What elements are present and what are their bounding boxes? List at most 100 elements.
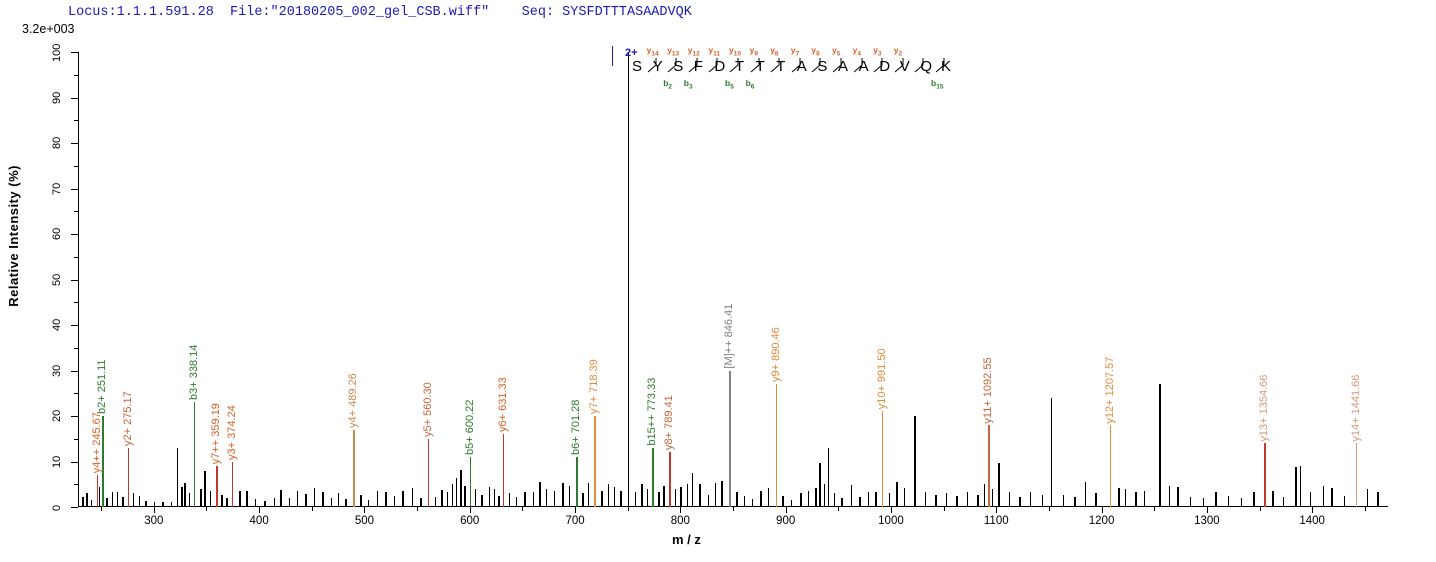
spectrum-peak <box>508 493 511 507</box>
y-ion-label-y8: y8 <box>770 45 779 58</box>
spectrum-peak <box>469 456 472 507</box>
x-axis-minor-tick <box>1048 507 1050 511</box>
spectrum-peak <box>193 402 196 507</box>
y-axis-tick-label: 80 <box>51 136 63 150</box>
spectrum-peak <box>475 488 477 507</box>
spectrum-peak <box>686 484 689 507</box>
spectrum-peak <box>297 490 299 507</box>
spectrum-peak <box>441 489 443 507</box>
spectrum-peak <box>553 490 556 507</box>
precursor-charge-label: 2+ <box>625 47 638 59</box>
spectrum-peak <box>834 493 836 507</box>
spectrum-peak <box>1295 466 1297 507</box>
peak-label: y7+ 718.39 <box>588 359 601 414</box>
spectrum-peak <box>254 498 257 507</box>
spectrum-peak <box>841 497 843 507</box>
spectrum-peak <box>859 497 861 507</box>
x-axis-title: m / z <box>672 532 701 547</box>
residue-11: A <box>838 58 849 75</box>
spectrum-peak <box>983 484 986 507</box>
peak-label: y4+ 489.26 <box>347 372 360 428</box>
spectrum-peak <box>488 486 491 507</box>
spectrum-peak <box>106 497 108 507</box>
x-axis-minor-tick <box>206 507 208 511</box>
spectrum-peak <box>562 483 564 507</box>
spectrum-peak <box>815 487 817 507</box>
spectrum-peak <box>204 470 206 507</box>
spectrum-peak <box>587 483 590 507</box>
spectrum-peak <box>122 497 124 507</box>
spectrum-peak <box>231 461 234 507</box>
x-axis-minor-tick <box>1154 507 1156 511</box>
residue-14: V <box>899 58 910 75</box>
y-ion-label-y12: y12 <box>687 45 700 58</box>
x-axis-tick-label: 1300 <box>1194 515 1220 527</box>
spectrum-peak <box>1095 493 1097 507</box>
y-axis-tick-label: 50 <box>51 273 63 286</box>
spectrum-peak <box>627 52 630 507</box>
x-axis-tick <box>153 507 155 513</box>
spectrum-peak <box>280 489 282 507</box>
x-axis-tick <box>1101 507 1103 513</box>
y-axis-tick <box>71 279 78 281</box>
y-axis-minor-tick <box>74 393 78 395</box>
spectrum-peak <box>411 487 414 507</box>
spectrum-peak <box>966 492 969 507</box>
y-axis-tick <box>71 507 78 508</box>
spectrum-peak <box>850 485 853 507</box>
spectrum-peak <box>264 500 266 507</box>
spectrum-peak <box>935 495 937 507</box>
spectrum-peak <box>1253 492 1255 507</box>
peak-series <box>78 52 1388 507</box>
x-axis-tick-label: 1100 <box>983 515 1009 527</box>
spectrum-peak <box>446 491 448 507</box>
spectrum-peak <box>127 447 130 507</box>
spectrum-peak <box>1159 384 1161 507</box>
y-axis-tick-label: 70 <box>51 182 63 195</box>
spectrum-peak <box>568 486 571 507</box>
y-axis-tick <box>71 325 78 326</box>
y-ion-label-y2: y2 <box>893 45 903 58</box>
peak-label: y11+ 1092.55 <box>982 356 995 424</box>
y-ion-label-y10: y10 <box>729 45 741 58</box>
spectrum-peak <box>90 499 93 507</box>
spectrum-peak <box>1124 488 1127 507</box>
y-ion-label-y6: y6 <box>811 45 820 58</box>
spectrum-peak <box>82 497 84 507</box>
spectrum-peak <box>239 491 241 507</box>
y-axis-title: Relative Intensity (%) <box>6 165 21 307</box>
b-ion-label-b2: b2 <box>663 78 673 91</box>
x-axis-minor-tick <box>311 507 313 511</box>
spectrum-peak <box>800 493 802 507</box>
cleavage-bracket-icon <box>832 57 842 73</box>
x-axis-line <box>78 506 1388 507</box>
spectrum-peak <box>420 497 422 507</box>
peak-label: b15++ 773.33 <box>646 377 659 446</box>
residue-1: S <box>632 58 643 75</box>
spectrum-peak <box>434 497 437 507</box>
b-ion-label-b6: b6 <box>745 78 755 91</box>
spectrum-peak <box>1377 491 1379 507</box>
spectrum-peak <box>1135 491 1137 507</box>
x-axis-minor-tick <box>101 507 103 511</box>
spectrum-peak <box>1366 488 1369 507</box>
spectrum-peak <box>736 492 738 507</box>
x-axis-tick-label: 1200 <box>1088 515 1115 527</box>
spectrum-peak <box>1019 497 1021 507</box>
residue-2: Y <box>652 58 663 75</box>
spectrum-peak <box>1282 497 1285 507</box>
spectrum-peak <box>451 484 454 507</box>
spectrum-peak <box>924 492 927 507</box>
y-axis-tick-label: 60 <box>51 227 63 241</box>
y-ion-label-y13: y13 <box>667 45 680 58</box>
spectrum-peak <box>992 488 994 507</box>
spectrum-peak <box>1190 497 1192 507</box>
x-axis-minor-tick <box>1364 507 1366 511</box>
cleavage-bracket-icon <box>667 57 677 73</box>
y-axis-tick-label: 0 <box>51 503 63 511</box>
spectrum-peak <box>200 488 202 507</box>
spectrum-peak <box>601 490 603 507</box>
x-axis-tick-label: 700 <box>565 515 585 527</box>
spectrum-peak <box>646 488 649 507</box>
spectrum-peak <box>1118 487 1120 507</box>
